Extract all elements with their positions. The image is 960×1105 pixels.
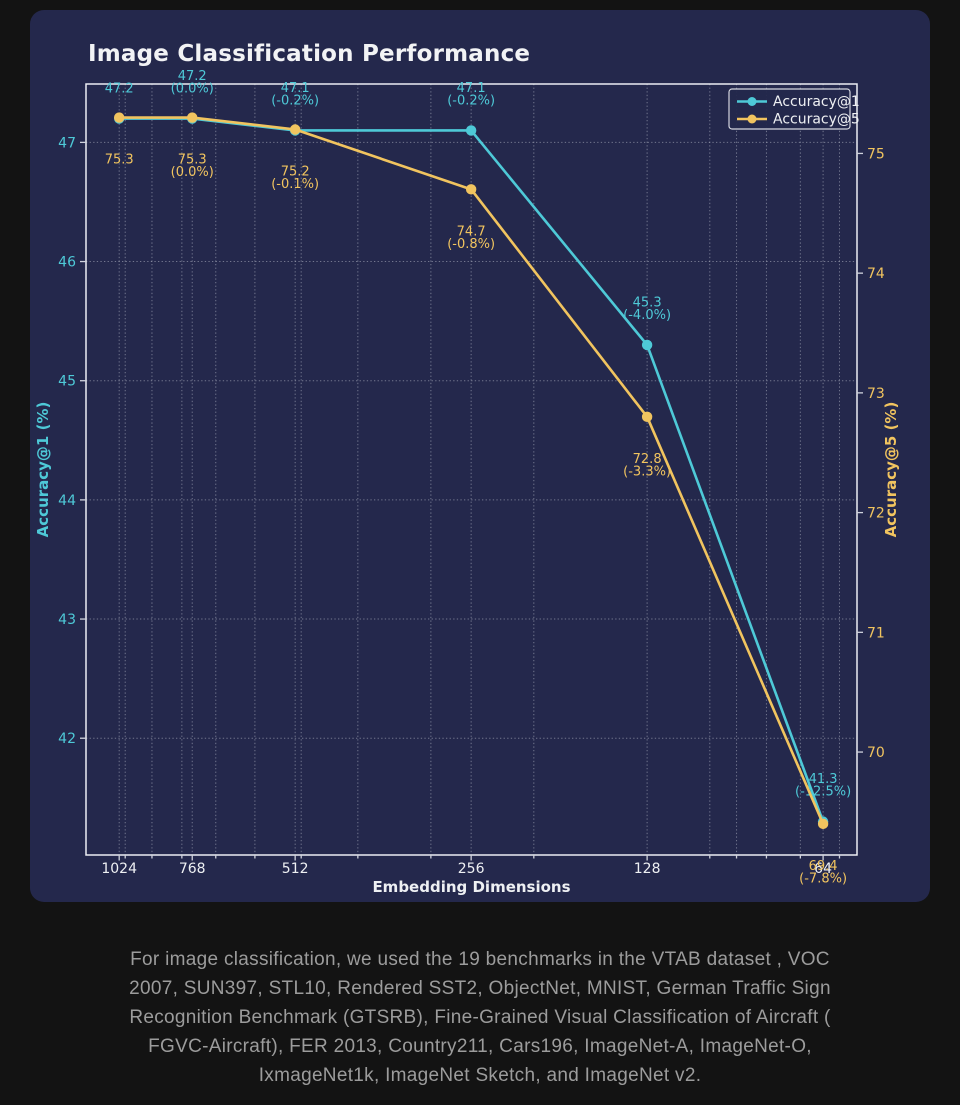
x-axis-label: Embedding Dimensions [372, 878, 570, 896]
y-right-tick-label: 75 [867, 146, 885, 162]
data-point-label: (-7.8%) [799, 871, 847, 886]
data-point-marker [465, 125, 477, 136]
data-point-label: 72.8 [633, 452, 662, 467]
caption-line: For image classification, we used the 19… [130, 949, 830, 970]
series-line [119, 116, 825, 825]
data-point-label: 47.1 [457, 81, 486, 96]
left-axis-label: Accuracy@1 (%) [34, 402, 52, 538]
y-right-tick-label: 72 [867, 506, 885, 522]
x-tick-label: 1024 [101, 861, 137, 877]
chart-card: Image Classification Performance [30, 10, 930, 902]
x-tick-label: 512 [282, 861, 309, 877]
y-left-tick-label: 45 [58, 374, 76, 390]
y-right-tick-label: 71 [867, 625, 885, 641]
chart-title: Image Classification Performance [88, 41, 531, 68]
legend-swatch-marker [747, 114, 757, 124]
x-tick-label: 768 [179, 861, 206, 877]
series-accuracy-1: 47.247.2(0.0%) 47.1(-0.2%)47.1(-0.2%)45.3… [105, 69, 851, 827]
data-point-marker [641, 339, 653, 351]
tick-labels: 1024 768 512 256 128 64 47 46 45 44 43 42 75 74 73 72 71… [58, 135, 885, 877]
axis-ticks [80, 141, 863, 861]
series-accuracy-5: 75.3 75.3(0.0%) 75.2(-0.1%)74.7(-0.8%)72.8… [105, 112, 847, 886]
y-left-tick-label: 42 [58, 731, 76, 747]
data-point-marker [289, 124, 301, 135]
legend: Accuracy@1 Accuracy@5 [728, 88, 860, 130]
y-left-tick-label: 44 [58, 493, 76, 509]
data-point-label: 75.3 [105, 153, 134, 168]
data-point-label: 47.1 [281, 81, 310, 96]
data-point-marker [113, 112, 125, 123]
data-point-marker [641, 411, 653, 423]
data-point-label: (-4.0%) [623, 308, 671, 323]
data-point-label: (0.0%) [171, 165, 214, 180]
gridlines [86, 84, 857, 855]
data-point-label: (-0.1%) [271, 177, 319, 192]
data-point-label: (-0.8%) [447, 237, 495, 252]
caption-line: Recognition Benchmark (GTSRB), Fine-Grai… [129, 1007, 831, 1028]
data-point-label: (-0.2%) [271, 93, 319, 108]
caption-line: FGVC-Aircraft), FER 2013, Country211, Ca… [148, 1036, 812, 1057]
caption-line: IxmageNet1k, ImageNet Sketch, and ImageN… [258, 1065, 702, 1086]
legend-entry-label: Accuracy@1 [773, 94, 860, 110]
data-point-label: (-12.5%) [795, 785, 851, 800]
data-point-label: (-3.3%) [623, 464, 671, 479]
data-point-label: 47.2 [105, 82, 134, 97]
x-tick-label: 64 [814, 861, 832, 877]
data-point-label: 69.4 [809, 859, 838, 874]
legend-swatch-marker [747, 97, 757, 106]
data-point-label: 75.2 [281, 164, 310, 179]
data-point-marker [187, 112, 198, 123]
data-point-marker [465, 184, 477, 195]
x-tick-label: 128 [634, 861, 661, 877]
caption-line: 2007, SUN397, STL10, Rendered SST2, Obje… [129, 978, 831, 999]
right-axis-label: Accuracy@5 (%) [882, 402, 900, 538]
data-point-marker [817, 818, 829, 830]
y-right-tick-label: 73 [867, 386, 885, 402]
data-point-label: 74.7 [457, 224, 486, 239]
y-left-tick-label: 47 [58, 135, 76, 151]
y-right-tick-label: 70 [867, 745, 885, 761]
y-right-tick-label: 74 [867, 266, 885, 282]
data-point-label: 75.3 [178, 153, 207, 168]
data-point-label: 45.3 [633, 295, 662, 310]
y-left-tick-label: 43 [58, 612, 76, 628]
data-point-label: 47.2 [178, 69, 207, 84]
legend-entry-label: Accuracy@5 [773, 112, 860, 128]
y-left-tick-label: 46 [58, 255, 76, 271]
figure-caption: For image classification, we used the 19… [0, 945, 960, 1090]
x-tick-label: 256 [458, 861, 485, 877]
data-point-label: 41.3 [809, 772, 838, 787]
data-point-label: (-0.2%) [447, 93, 495, 108]
data-point-label: (0.0%) [171, 82, 214, 97]
